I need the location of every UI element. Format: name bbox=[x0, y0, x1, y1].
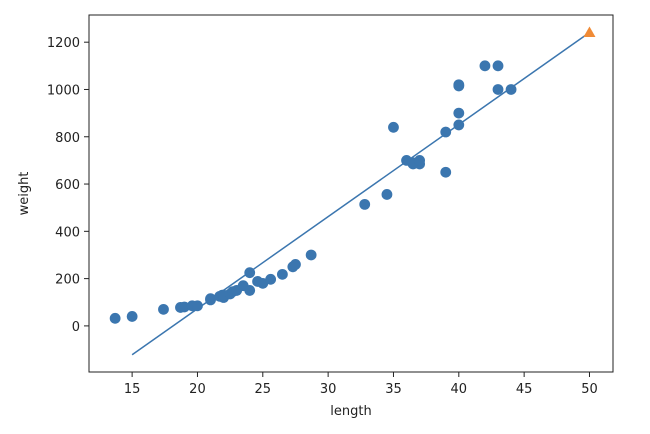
data-point bbox=[359, 198, 371, 210]
y-tick-label: 600 bbox=[55, 178, 80, 193]
data-point bbox=[453, 107, 465, 119]
x-tick-label: 20 bbox=[189, 382, 206, 397]
data-points bbox=[109, 60, 517, 324]
x-axis-label: length bbox=[330, 404, 371, 419]
data-point bbox=[505, 84, 517, 95]
data-point bbox=[244, 267, 256, 279]
y-tick-label: 200 bbox=[55, 273, 80, 288]
x-tick-label: 15 bbox=[124, 382, 141, 397]
data-point bbox=[109, 312, 121, 324]
y-tick-label: 800 bbox=[55, 131, 80, 146]
axis-ticks: 15 20 25 30 35 40 45 50 0 200 400 600 800 1000 1200 bbox=[47, 36, 598, 397]
data-point bbox=[290, 259, 301, 270]
data-point bbox=[192, 300, 203, 312]
prediction-layer bbox=[583, 26, 596, 37]
data-point bbox=[492, 60, 504, 72]
data-point bbox=[453, 119, 465, 131]
data-point bbox=[479, 60, 491, 72]
data-point bbox=[205, 293, 216, 305]
y-tick-label: 0 bbox=[72, 320, 80, 335]
x-tick-label: 25 bbox=[255, 382, 272, 397]
data-point bbox=[414, 155, 426, 166]
x-tick-label: 45 bbox=[516, 382, 533, 397]
data-point bbox=[276, 268, 288, 280]
y-axis-label: weight bbox=[17, 172, 32, 216]
data-point bbox=[158, 303, 169, 315]
plot-frame bbox=[88, 14, 614, 373]
prediction-point bbox=[583, 26, 596, 37]
x-tick-label: 40 bbox=[451, 382, 468, 397]
data-point bbox=[440, 166, 452, 178]
data-point bbox=[305, 249, 317, 261]
data-point bbox=[388, 121, 399, 133]
x-tick-label: 50 bbox=[581, 382, 598, 397]
data-point bbox=[492, 84, 504, 95]
y-tick-label: 1000 bbox=[47, 83, 80, 98]
data-point bbox=[440, 126, 452, 138]
data-point bbox=[381, 189, 393, 200]
data-point bbox=[244, 285, 256, 296]
data-point bbox=[126, 311, 138, 322]
y-tick-label: 1200 bbox=[47, 36, 80, 51]
x-tick-label: 30 bbox=[320, 382, 337, 397]
data-point bbox=[453, 79, 465, 91]
x-tick-label: 35 bbox=[385, 382, 402, 397]
y-tick-label: 400 bbox=[55, 225, 80, 240]
data-point bbox=[265, 273, 277, 285]
